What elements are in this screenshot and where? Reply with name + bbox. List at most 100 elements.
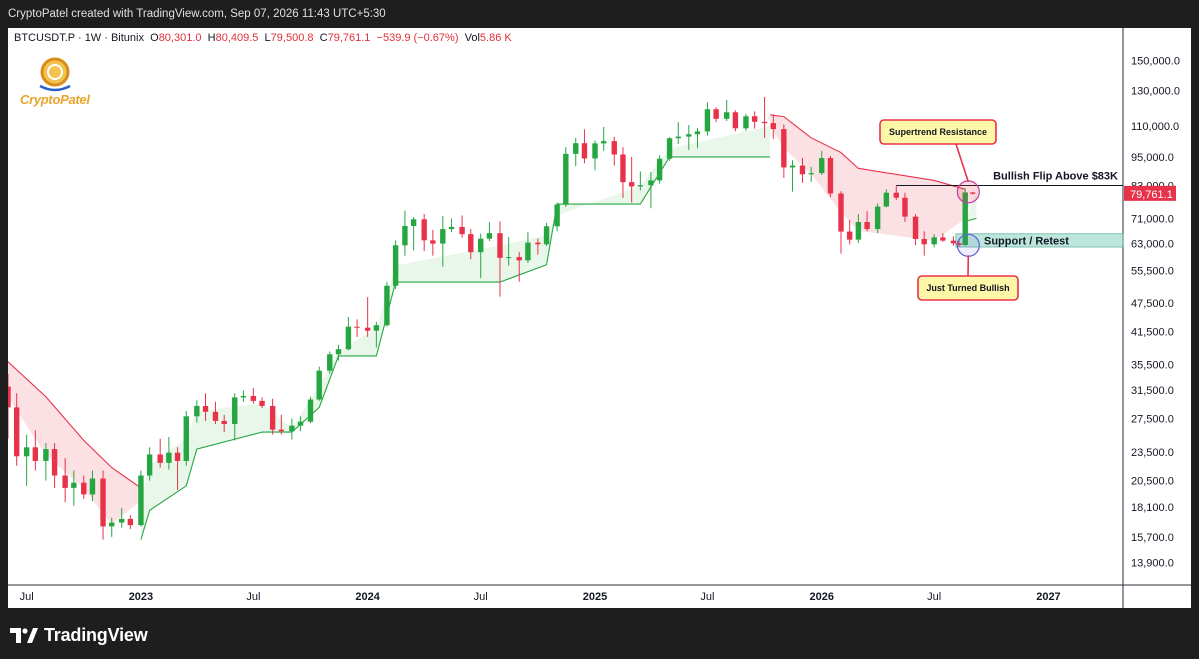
candle-body-48 (459, 226, 465, 235)
tradingview-brand: TradingView (44, 625, 148, 645)
candle-body-16 (157, 454, 163, 463)
y-tick-12: 27,500.0 (1131, 414, 1174, 426)
x-tick-8: Jul (927, 591, 941, 603)
x-tick-4: Jul (474, 591, 488, 603)
y-tick-10: 35,500.0 (1131, 360, 1174, 372)
candle-body-5 (51, 449, 58, 476)
candle-body-56 (535, 242, 541, 245)
supertrend-bear-band-2 (770, 114, 966, 241)
y-tick-7: 55,500.0 (1131, 265, 1174, 277)
tradingview-logo[interactable]: TradingView (10, 625, 148, 646)
candle-body-32 (307, 399, 314, 422)
candle-body-45 (430, 240, 436, 244)
symbol-legend: BTCUSDT.P · 1W · Bitunix O80,301.0 H80,4… (14, 32, 512, 44)
candle-body-4 (43, 449, 49, 461)
annotation-marker-0 (956, 180, 980, 204)
supertrend-bear-band-0 (8, 361, 141, 525)
candle-body-36 (345, 326, 352, 350)
candle-body-81 (770, 123, 776, 130)
candle-body-58 (554, 204, 560, 227)
candle-body-39 (373, 325, 380, 331)
candle-body-2 (23, 447, 30, 457)
candle-body-65 (620, 154, 626, 183)
y-tick-11: 31,500.0 (1131, 385, 1174, 397)
x-tick-7: 2026 (809, 591, 833, 603)
y-tick-14: 20,500.0 (1131, 476, 1174, 488)
x-tick-2: Jul (246, 591, 260, 603)
candle-body-91 (864, 221, 870, 230)
candle-body-41 (392, 245, 399, 286)
candle-body-64 (611, 141, 617, 155)
candle-body-21 (202, 405, 209, 412)
candle-body-80 (761, 121, 768, 124)
y-tick-15: 18,100.0 (1131, 502, 1174, 514)
candle-body-54 (516, 257, 522, 261)
candle-body-62 (592, 143, 598, 159)
current-price-label: 79,761.1 (1130, 189, 1173, 201)
current-price-tag (1124, 185, 1176, 201)
candle-body-42 (402, 225, 408, 246)
annotation-label-0: Supertrend Resistance (889, 127, 987, 137)
candle-body-83 (789, 165, 796, 168)
candle-body-84 (799, 165, 806, 175)
support-retest-label: Support / Retest (984, 235, 1069, 247)
candle-body-86 (819, 158, 825, 174)
annotation-marker-1 (956, 233, 980, 257)
candle-body-96 (912, 216, 919, 239)
low-label: L (264, 32, 271, 44)
tradingview-icon (10, 627, 38, 643)
candle-body-43 (410, 219, 417, 226)
candle-body-70 (666, 138, 673, 159)
candle-body-59 (563, 153, 569, 205)
candle-body-34 (327, 354, 333, 371)
candle-body-22 (212, 411, 219, 421)
candle-body-7 (71, 482, 77, 488)
candle-body-9 (89, 478, 96, 495)
candle-body-90 (855, 221, 862, 240)
candle-body-67 (637, 185, 644, 187)
candle-body-66 (628, 182, 635, 187)
candle-body-78 (743, 116, 749, 129)
candle-body-92 (874, 206, 881, 230)
close-label: C (319, 32, 328, 44)
x-tick-0: Jul (20, 591, 34, 603)
candle-body-44 (421, 219, 427, 241)
x-tick-6: Jul (700, 591, 714, 603)
supertrend-bull-band-3 (965, 193, 977, 222)
volume-value: 5.86 K (479, 32, 512, 44)
candle-body-15 (146, 454, 153, 476)
candle-body-74 (704, 109, 711, 132)
candle-body-69 (656, 158, 663, 181)
x-tick-3: 2024 (355, 591, 380, 603)
annotation-box-0 (879, 119, 997, 145)
candle-body-53 (505, 257, 512, 259)
chart-panel[interactable]: Support / Retest Bullish Flip Above $83K S… (8, 28, 1191, 608)
candle-body-98 (931, 237, 937, 245)
attribution-bar: CryptoPatel created with TradingView.com… (0, 0, 1199, 28)
low-value: 79,500.8 (270, 32, 314, 44)
candle-body-51 (486, 233, 493, 239)
candle-body-99 (940, 237, 946, 241)
candle-body-37 (354, 326, 360, 328)
candle-body-93 (883, 192, 890, 207)
candle-body-14 (138, 475, 144, 526)
candle-body-79 (751, 116, 758, 122)
candle-body-101 (956, 243, 962, 245)
y-tick-8: 47,500.0 (1131, 298, 1174, 310)
candle-body-103 (969, 192, 976, 194)
candle-body-73 (694, 131, 701, 135)
annotation-box-1 (917, 275, 1019, 301)
candle-body-20 (194, 405, 200, 417)
candle-body-87 (827, 158, 834, 194)
candle-body-94 (893, 192, 899, 198)
candle-body-6 (62, 475, 68, 488)
candle-body-35 (335, 349, 342, 355)
symbol-label[interactable]: BTCUSDT.P · 1W · Bitunix (14, 32, 144, 44)
close-value: 79,761.1 (327, 32, 371, 44)
candle-body-3 (32, 447, 39, 461)
y-tick-9: 41,500.0 (1131, 327, 1174, 339)
y-tick-2: 110,000.0 (1131, 121, 1179, 133)
price-chart[interactable]: Support / Retest Bullish Flip Above $83K S… (8, 28, 1191, 608)
candle-body-46 (440, 229, 446, 244)
candle-body-57 (543, 226, 550, 245)
